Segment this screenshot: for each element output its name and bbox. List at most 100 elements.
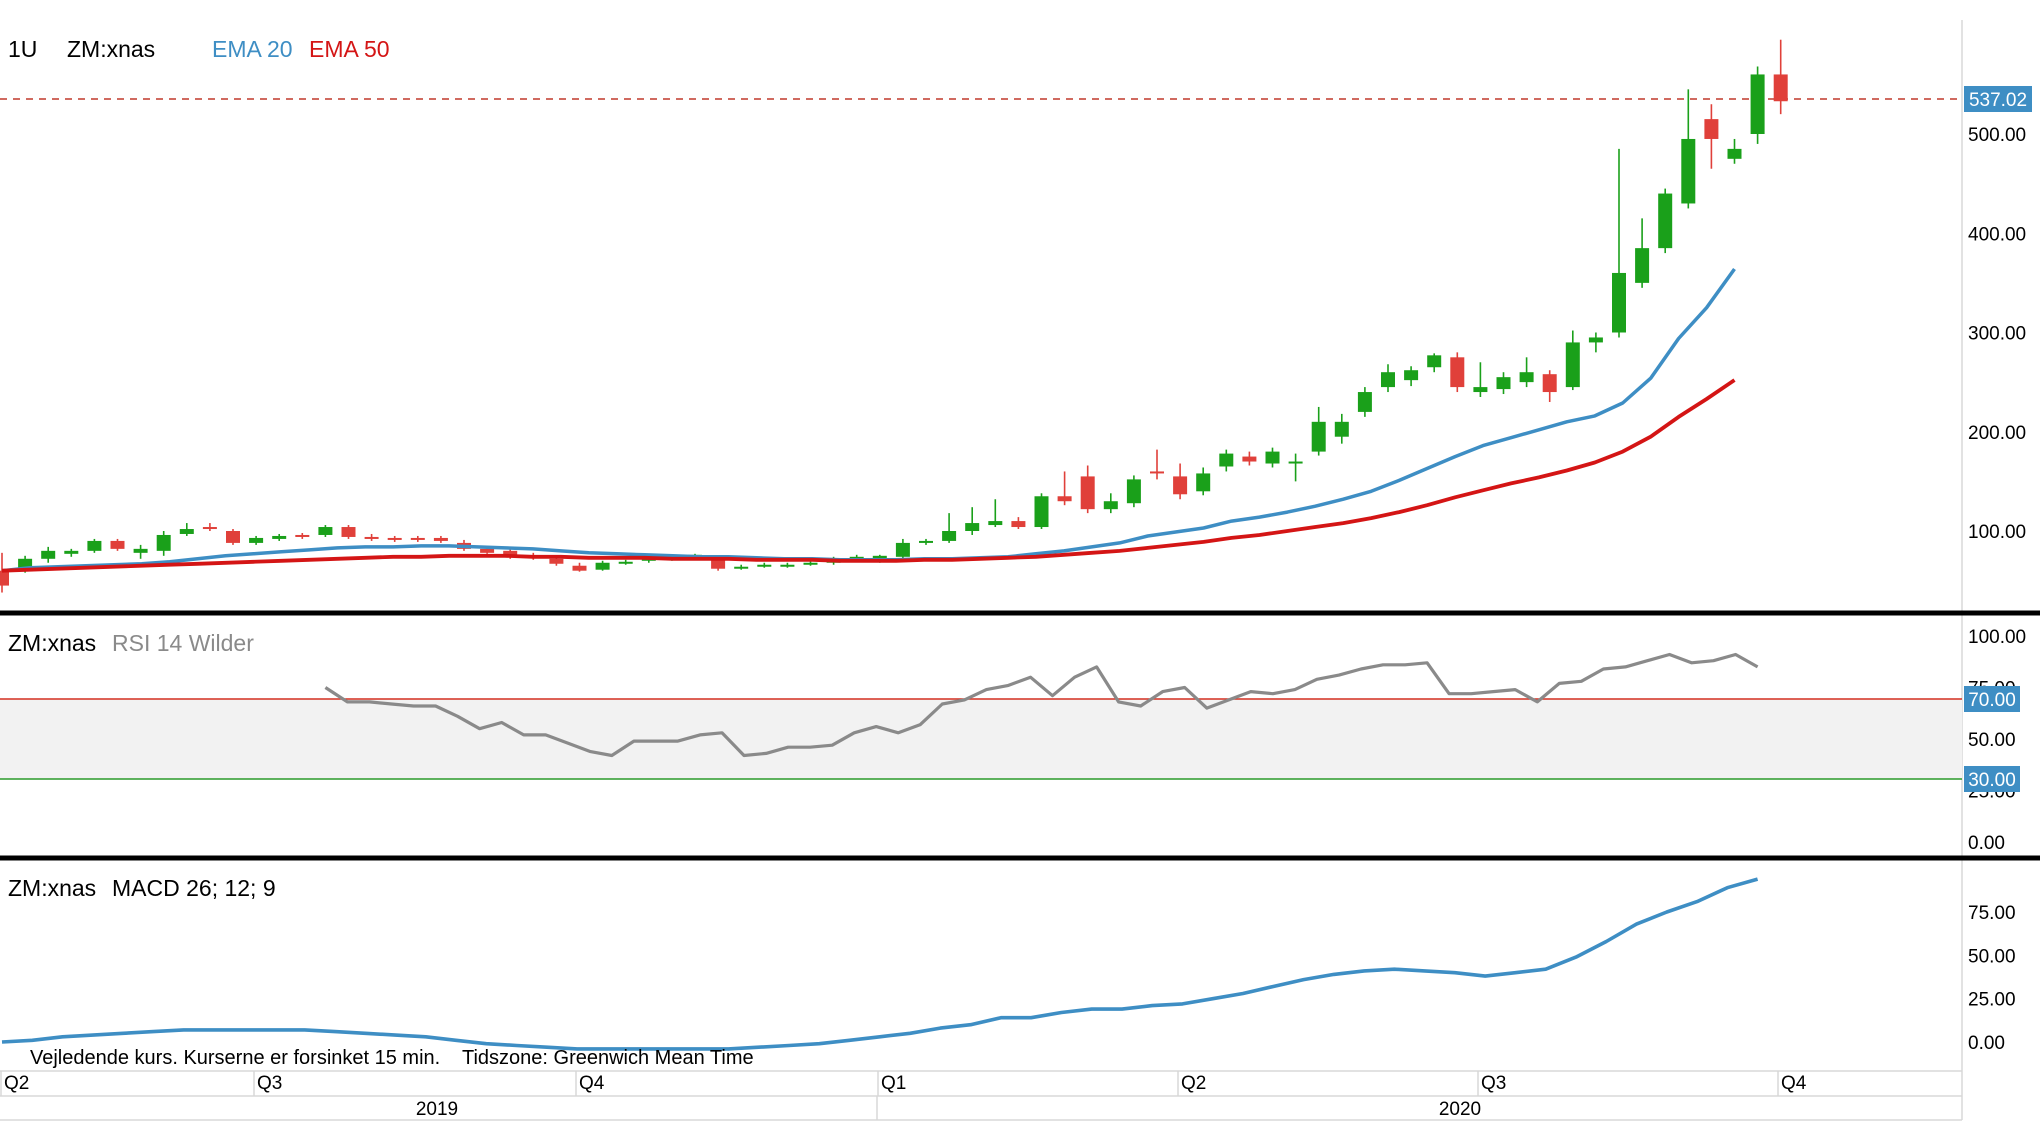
- rsi-tick-label: 100.00: [1968, 627, 2026, 648]
- candle[interactable]: [364, 533, 379, 541]
- candle[interactable]: [1427, 353, 1442, 373]
- ema50-line: [1, 378, 1736, 573]
- candle[interactable]: [1658, 188, 1673, 254]
- candle[interactable]: [133, 544, 148, 559]
- candle[interactable]: [1080, 465, 1095, 514]
- candle[interactable]: [110, 538, 125, 551]
- candle[interactable]: [341, 525, 356, 539]
- candle[interactable]: [595, 560, 610, 571]
- candle[interactable]: [433, 535, 448, 543]
- candle-body: [1150, 471, 1164, 474]
- candle[interactable]: [1565, 330, 1580, 391]
- candle[interactable]: [64, 548, 79, 557]
- candle[interactable]: [1519, 357, 1534, 388]
- candle[interactable]: [1288, 453, 1303, 482]
- ema20-legend[interactable]: EMA 20: [212, 36, 293, 62]
- candle[interactable]: [572, 562, 587, 572]
- candle[interactable]: [988, 499, 1003, 528]
- candle[interactable]: [1681, 89, 1696, 209]
- candle[interactable]: [1473, 362, 1488, 398]
- candle-body: [965, 523, 980, 531]
- last-price-value: 537.02: [1969, 90, 2027, 111]
- candle[interactable]: [41, 546, 56, 563]
- candle[interactable]: [387, 535, 402, 542]
- candle-body: [572, 565, 587, 571]
- candle[interactable]: [965, 507, 980, 535]
- candle[interactable]: [734, 564, 749, 570]
- macd-tick-label: 75.00: [1968, 903, 2016, 924]
- time-axis[interactable]: Q2 Q3 Q4 Q1 Q2 Q3 Q4 2019 2020: [0, 1070, 1962, 1121]
- candle[interactable]: [1404, 366, 1419, 387]
- candle[interactable]: [757, 562, 772, 568]
- candle-body: [1612, 272, 1626, 333]
- candle[interactable]: [295, 532, 310, 539]
- candle-body: [711, 556, 726, 569]
- candle[interactable]: [618, 559, 633, 565]
- candle[interactable]: [226, 529, 240, 545]
- candle-body: [133, 548, 148, 553]
- candle[interactable]: [919, 538, 933, 545]
- candle[interactable]: [1126, 475, 1141, 508]
- candle[interactable]: [1057, 471, 1072, 506]
- candle[interactable]: [1773, 39, 1788, 115]
- candle[interactable]: [1242, 451, 1257, 466]
- candle[interactable]: [410, 535, 425, 542]
- candle[interactable]: [318, 525, 333, 537]
- candle[interactable]: [1311, 406, 1326, 456]
- candle[interactable]: [249, 535, 264, 545]
- candle[interactable]: [272, 533, 287, 541]
- candle[interactable]: [1588, 332, 1603, 353]
- candle-body: [1658, 193, 1673, 249]
- candle[interactable]: [1173, 463, 1188, 500]
- candle-body: [1173, 476, 1188, 495]
- interval-label[interactable]: 1U: [8, 36, 37, 62]
- candle[interactable]: [1542, 370, 1557, 402]
- candle[interactable]: [1635, 218, 1650, 288]
- rsi-symbol[interactable]: ZM:xnas: [8, 630, 96, 656]
- candle[interactable]: [1496, 372, 1511, 395]
- price-tick-label: 200.00: [1968, 423, 2026, 444]
- candle-body: [503, 550, 518, 557]
- macd-tick-label: 50.00: [1968, 946, 2016, 967]
- macd-panel[interactable]: ZM:xnas MACD 26; 12; 9 0.00 25.00 50.00 75.…: [1, 875, 2016, 1069]
- candle-body: [1311, 421, 1326, 452]
- ema50-legend[interactable]: EMA 50: [309, 36, 390, 62]
- symbol-label[interactable]: ZM:xnas: [67, 36, 155, 62]
- candle[interactable]: [1103, 493, 1118, 514]
- candle[interactable]: [942, 513, 957, 543]
- candle[interactable]: [87, 538, 102, 553]
- rsi-label[interactable]: RSI 14 Wilder: [112, 630, 254, 656]
- candle[interactable]: [1450, 352, 1465, 393]
- candle[interactable]: [1612, 148, 1626, 338]
- candle[interactable]: [1150, 449, 1164, 480]
- candle[interactable]: [780, 562, 795, 568]
- candle[interactable]: [895, 538, 910, 559]
- candle[interactable]: [1727, 138, 1742, 164]
- candle[interactable]: [1381, 364, 1395, 393]
- candle[interactable]: [1219, 449, 1234, 472]
- candle[interactable]: [202, 523, 217, 531]
- candle-body: [87, 540, 102, 551]
- candle[interactable]: [156, 531, 171, 556]
- candle-body: [1381, 372, 1395, 388]
- candle[interactable]: [1334, 413, 1349, 444]
- candle[interactable]: [1265, 447, 1280, 468]
- candle[interactable]: [0, 552, 9, 593]
- candle[interactable]: [1750, 66, 1765, 144]
- macd-symbol[interactable]: ZM:xnas: [8, 875, 96, 901]
- candle[interactable]: [179, 523, 194, 536]
- candle[interactable]: [1011, 517, 1026, 530]
- macd-label[interactable]: MACD 26; 12; 9: [112, 875, 276, 901]
- rsi-tick-label: 0.00: [1968, 833, 2005, 854]
- candle[interactable]: [1196, 467, 1211, 496]
- candle[interactable]: [1704, 104, 1719, 169]
- candle[interactable]: [1357, 387, 1372, 417]
- candle-body: [1427, 355, 1442, 368]
- candle[interactable]: [1034, 493, 1049, 530]
- rsi-panel[interactable]: ZM:xnas RSI 14 Wilder 0.0025.0050.0075.0…: [0, 627, 2026, 854]
- candles[interactable]: [0, 39, 1788, 593]
- price-tick-label: 100.00: [1968, 522, 2026, 543]
- price-panel[interactable]: 1U ZM:xnas EMA 20 EMA 50 100.00 200.00 300…: [0, 36, 2032, 593]
